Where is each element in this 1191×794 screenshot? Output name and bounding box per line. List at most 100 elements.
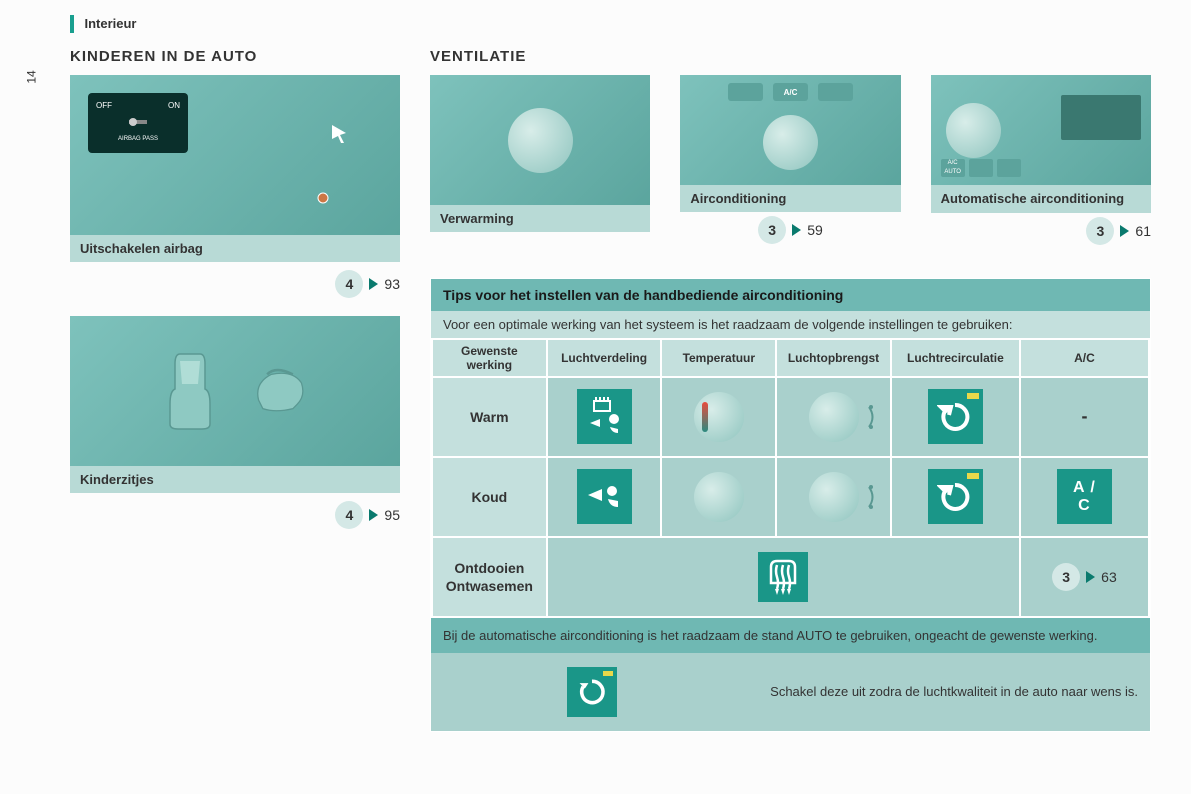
table-row-warm: Warm - (432, 377, 1149, 457)
airbag-switch-icon (129, 116, 147, 128)
cell-cold-ac: A / C (1020, 457, 1149, 537)
tips-footer: Schakel deze uit zodra de luchtkwaliteit… (431, 653, 1150, 731)
air-dist-foot-screen-icon (577, 389, 632, 444)
ref-page: 93 (384, 276, 400, 292)
heating-image (430, 75, 650, 205)
row-label-cold: Koud (432, 457, 547, 537)
row-label-warm: Warm (432, 377, 547, 457)
airbag-on-label: ON (168, 101, 180, 110)
recirc-footer-icon (567, 667, 617, 717)
row-label-defrost: Ontdooien Ontwasemen (432, 537, 547, 617)
ac-button-icon (728, 83, 763, 101)
ac-image: A/C (680, 75, 900, 185)
cell-warm-ac: - (1020, 377, 1149, 457)
autoac-card: A/CAUTO Automatische airconditioning 3 6… (931, 75, 1151, 263)
ref-page: 63 (1101, 569, 1117, 585)
ref-page: 95 (384, 507, 400, 523)
heading-ventilation: VENTILATIE (430, 48, 1151, 65)
th-ac: A/C (1020, 339, 1149, 377)
cell-warm-flow (776, 377, 891, 457)
indicator-led-icon (603, 671, 613, 676)
ref-arrow-icon (792, 224, 801, 236)
table-row-cold: Koud A / C (432, 457, 1149, 537)
childseats-image (70, 316, 400, 466)
tips-panel: Tips voor het instellen van de handbedie… (430, 278, 1151, 732)
ac-dial-icon (763, 115, 818, 170)
section-label: Interieur (84, 16, 136, 31)
left-column: KINDEREN IN DE AUTO OFF ON AIRBAG PASS U… (70, 48, 400, 732)
autoac-btn (997, 159, 1021, 177)
ref-badge: 3 (758, 216, 786, 244)
airbag-pass-label: AIRBAG PASS (96, 136, 180, 142)
cell-cold-dist (547, 457, 662, 537)
ac-button-icon (818, 83, 853, 101)
tips-footer-text: Schakel deze uit zodra de luchtkwaliteit… (770, 684, 1138, 699)
table-header-row: Gewenste werking Luchtverdeling Temperat… (432, 339, 1149, 377)
ref-arrow-icon (369, 509, 378, 521)
cursor-icon (332, 125, 350, 143)
tips-intro: Voor een optimale werking van het systee… (431, 311, 1150, 338)
heating-card: Verwarming (430, 75, 650, 232)
ref-arrow-icon (1086, 571, 1095, 583)
cell-defrost-ref: 3 63 (1020, 537, 1149, 617)
heating-dial-icon (508, 108, 573, 173)
heating-caption: Verwarming (430, 205, 650, 232)
autoac-btn: A/CAUTO (941, 159, 965, 177)
childseats-ref[interactable]: 4 95 (70, 501, 400, 529)
isofix-icon (316, 191, 330, 205)
th-temp: Temperatuur (661, 339, 776, 377)
section-header: Interieur (70, 15, 1151, 33)
autoac-dial-icon (946, 103, 1001, 158)
ventilation-row: Verwarming A/C Airconditioning 3 59 (430, 75, 1151, 263)
airbag-off-label: OFF (96, 101, 112, 110)
cell-cold-recirc (891, 457, 1020, 537)
childseats-card: Kinderzitjes (70, 316, 400, 493)
cell-defrost-span (547, 537, 1020, 617)
tips-header: Tips voor het instellen van de handbedie… (431, 279, 1150, 311)
airbag-switch: OFF ON AIRBAG PASS (88, 93, 188, 153)
ac-on-icon: A / C (1057, 469, 1112, 524)
airbag-card: OFF ON AIRBAG PASS Uitschakelen airbag (70, 75, 400, 262)
ac-button-label: A/C (773, 83, 808, 101)
defrost-ref[interactable]: 3 63 (1025, 563, 1144, 591)
cell-warm-dist (547, 377, 662, 457)
air-dist-face-icon (577, 469, 632, 524)
ref-arrow-icon (369, 278, 378, 290)
flow-dial-icon (809, 472, 859, 522)
childseat-booster-icon (160, 349, 220, 434)
indicator-led-icon (967, 473, 979, 479)
flow-dial-icon (809, 392, 859, 442)
ac-card: A/C Airconditioning 3 59 (680, 75, 900, 262)
heading-children: KINDEREN IN DE AUTO (70, 48, 400, 65)
ref-page: 59 (807, 222, 823, 238)
page-number: 14 (25, 70, 39, 83)
ac-caption: Airconditioning (680, 185, 900, 212)
autoac-btn (969, 159, 993, 177)
cell-cold-flow (776, 457, 891, 537)
th-recirc: Luchtrecirculatie (891, 339, 1020, 377)
ref-badge: 4 (335, 501, 363, 529)
airbag-caption: Uitschakelen airbag (70, 235, 400, 262)
table-row-defrost: Ontdooien Ontwasemen 3 63 (432, 537, 1149, 617)
ref-badge: 3 (1086, 217, 1114, 245)
ref-arrow-icon (1120, 225, 1129, 237)
autoac-ref[interactable]: 3 61 (931, 217, 1151, 245)
childseats-caption: Kinderzitjes (70, 466, 400, 493)
cell-warm-temp (661, 377, 776, 457)
ref-badge: 3 (1052, 563, 1080, 591)
autoac-image: A/CAUTO (931, 75, 1151, 185)
ref-badge: 4 (335, 270, 363, 298)
settings-table: Gewenste werking Luchtverdeling Temperat… (431, 338, 1150, 618)
airbag-ref[interactable]: 4 93 (70, 270, 400, 298)
tips-note: Bij de automatische airconditioning is h… (431, 618, 1150, 653)
recirc-icon (928, 469, 983, 524)
ac-ref[interactable]: 3 59 (680, 216, 900, 244)
right-column: VENTILATIE Verwarming A/C Aircondition (430, 48, 1151, 732)
indicator-led-icon (967, 393, 979, 399)
cell-cold-temp (661, 457, 776, 537)
th-desired: Gewenste werking (432, 339, 547, 377)
autoac-caption: Automatische airconditioning (931, 185, 1151, 213)
section-bar (70, 15, 74, 33)
ref-page: 61 (1135, 223, 1151, 239)
temp-dial-cold-icon (694, 472, 744, 522)
